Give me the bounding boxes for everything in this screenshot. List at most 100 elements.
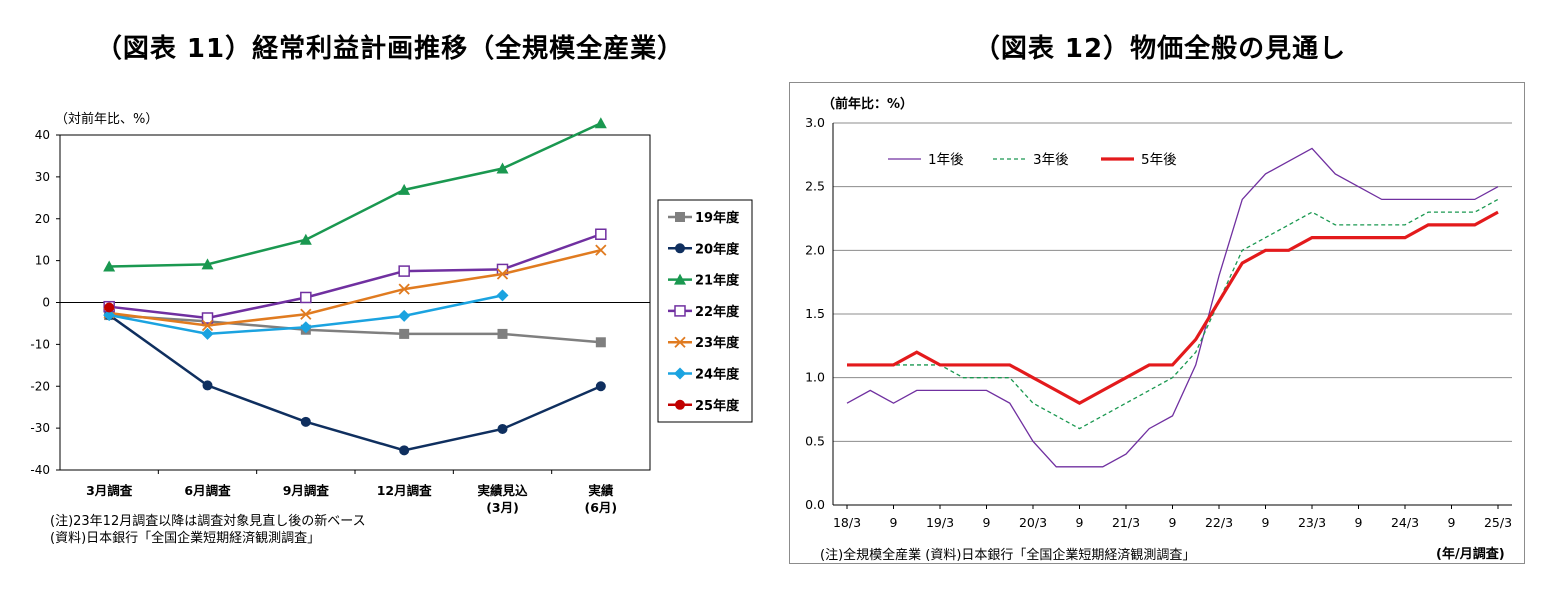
left-data-point: [398, 283, 410, 295]
right-legend-label: 5年後: [1141, 152, 1177, 168]
left-legend-marker: [674, 273, 686, 285]
left-legend-marker: [674, 367, 686, 380]
right-x-tick-label: 9: [1262, 515, 1270, 530]
right-y-tick-label: 1.0: [805, 370, 825, 385]
left-data-point: [300, 291, 312, 304]
left-y-axis-label: （対前年比、%）: [55, 111, 158, 127]
left-legend-marker: [675, 212, 685, 222]
left-data-point: [103, 309, 116, 322]
right-x-tick-label: 9: [983, 515, 991, 530]
left-legend-label: 22年度: [695, 304, 740, 320]
left-data-point: [202, 380, 213, 391]
right-x-tick-label: 9: [1355, 515, 1363, 530]
left-series-line: [109, 313, 601, 344]
left-series-line: [109, 233, 602, 320]
left-data-point: [398, 309, 411, 322]
right-chart-frame: [789, 82, 1525, 564]
left-y-tick-label: 20: [35, 212, 50, 226]
left-series-line: [109, 248, 602, 327]
left-y-tick-label: 0: [42, 296, 50, 310]
right-x-tick-label: 9: [1448, 515, 1456, 530]
right-note-text: (注)全規模全産業 (資料)日本銀行「全国企業短期経済観測調査」: [820, 548, 1196, 563]
right-x-tick-label: 23/3: [1298, 515, 1326, 530]
left-legend-marker: [675, 399, 685, 410]
right-series-line: [846, 147, 1499, 468]
right-y-axis-label: （前年比：%）: [822, 96, 913, 112]
left-y-tick-label: -10: [30, 337, 50, 351]
left-source-text: (資料)日本銀行「全国企業短期経済観測調査」: [50, 531, 321, 546]
left-data-point: [300, 416, 311, 427]
left-legend-marker: [674, 336, 686, 348]
left-data-point: [104, 302, 115, 313]
right-y-tick-label: 1.5: [805, 306, 825, 321]
left-series-line: [108, 314, 602, 452]
left-data-point: [595, 337, 606, 348]
right-x-tick-label: 9: [1169, 515, 1177, 530]
left-x-tick-label: 12月調査: [377, 483, 432, 498]
left-data-point: [496, 162, 509, 174]
right-legend-label: 3年後: [1033, 152, 1069, 168]
right-x-tick-label: 9: [890, 515, 898, 530]
right-y-tick-label: 0.0: [805, 497, 825, 512]
left-note-text: (注)23年12月調査以降は調査対象見直し後の新ベース: [50, 514, 366, 529]
left-x-tick-label: 実績: [588, 483, 614, 498]
left-data-point: [497, 423, 508, 434]
left-series-line: [109, 122, 602, 268]
right-x-unit-label: (年/月調査): [1436, 547, 1505, 562]
left-data-point: [496, 268, 509, 280]
left-data-point: [594, 117, 607, 129]
left-chart-title: （図表 11）経常利益計画推移（全規模全産業）: [95, 34, 685, 64]
left-data-point: [201, 319, 214, 332]
left-data-point: [595, 244, 607, 256]
right-y-tick-label: 0.5: [805, 433, 825, 448]
left-legend-marker: [675, 243, 685, 254]
left-data-point: [399, 328, 410, 339]
right-x-tick-label: 25/3: [1484, 515, 1512, 530]
left-data-point: [399, 445, 410, 456]
left-x-tick-label: (3月): [486, 500, 519, 515]
left-y-tick-label: 30: [35, 170, 50, 184]
left-data-point: [595, 228, 607, 240]
left-data-point: [398, 265, 410, 277]
right-y-tick-label: 3.0: [805, 115, 825, 130]
left-data-point: [398, 183, 411, 195]
right-x-tick-label: 18/3: [833, 515, 861, 530]
left-data-point: [103, 260, 116, 272]
left-x-tick-label: (6月): [585, 500, 618, 515]
right-y-tick-label: 2.0: [805, 242, 825, 257]
right-x-tick-label: 24/3: [1391, 515, 1419, 530]
left-legend-label: 23年度: [695, 335, 740, 351]
right-chart-title: （図表 12）物価全般の見通し: [973, 34, 1347, 64]
left-data-point: [299, 321, 312, 334]
left-x-tick-label: 実績見込: [477, 483, 528, 498]
left-legend-label: 25年度: [695, 398, 740, 414]
right-series-line: [847, 198, 1499, 430]
left-data-point: [496, 289, 509, 302]
left-legend-label: 19年度: [695, 210, 740, 226]
left-legend-label: 21年度: [695, 273, 740, 289]
left-x-tick-label: 3月調査: [86, 483, 133, 498]
right-x-tick-label: 22/3: [1205, 515, 1233, 530]
left-data-point: [201, 327, 214, 340]
left-legend-label: 20年度: [695, 241, 740, 257]
right-legend-label: 1年後: [928, 152, 964, 168]
left-data-point: [201, 258, 214, 270]
left-x-tick-label: 9月調査: [283, 483, 330, 498]
left-x-tick-label: 6月調査: [184, 483, 231, 498]
right-x-tick-label: 21/3: [1112, 515, 1140, 530]
right-x-tick-label: 20/3: [1019, 515, 1047, 530]
left-y-tick-label: -40: [30, 463, 50, 477]
right-x-tick-label: 9: [1076, 515, 1084, 530]
left-data-point: [300, 308, 312, 320]
right-y-tick-label: 2.5: [805, 179, 825, 194]
left-legend-label: 24年度: [695, 367, 740, 383]
left-y-tick-label: 10: [35, 254, 50, 268]
right-x-tick-label: 19/3: [926, 515, 954, 530]
left-data-point: [201, 312, 214, 324]
left-legend-marker: [674, 305, 686, 317]
left-data-point: [497, 328, 508, 339]
left-y-tick-label: -20: [30, 379, 50, 393]
left-y-tick-label: -30: [30, 421, 50, 435]
left-y-tick-label: 40: [35, 128, 50, 142]
